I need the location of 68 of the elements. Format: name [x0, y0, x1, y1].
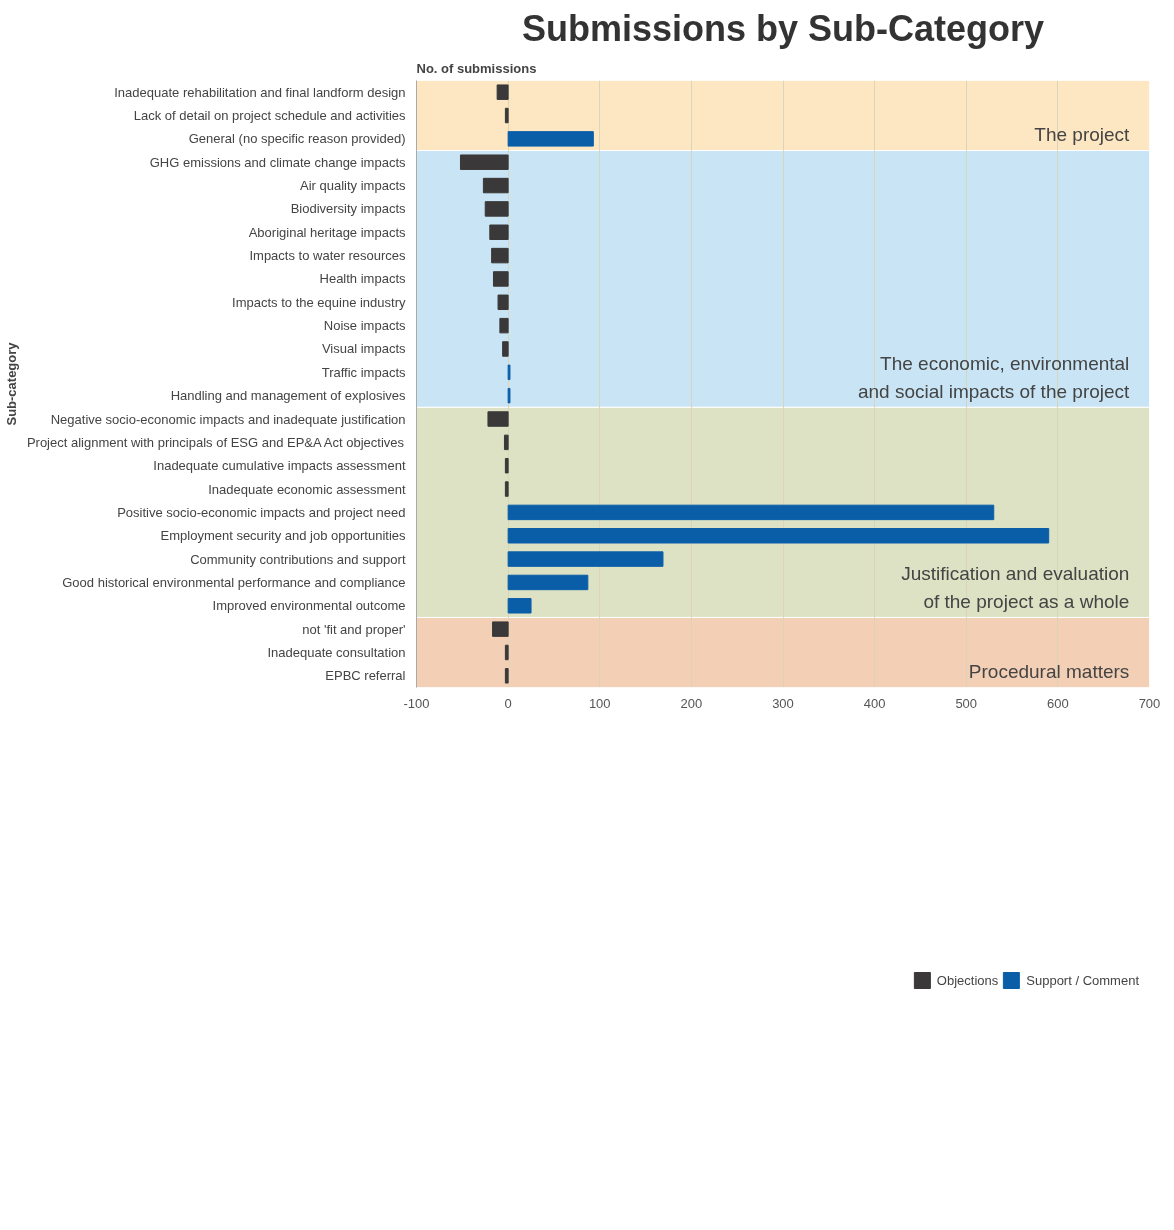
x-tick-label: 100 [588, 695, 611, 711]
bar [504, 481, 509, 497]
x-tick-label: 300 [772, 695, 794, 711]
y-tick-label: Improved environmental outcome [212, 598, 406, 614]
y-tick-label: Aboriginal heritage impacts [248, 224, 406, 240]
y-tick-label: Noise impacts [323, 318, 406, 334]
y-tick-label: Inadequate cumulative impacts assessment [153, 458, 406, 474]
bar [507, 551, 664, 567]
y-tick-label: Impacts to water resources [249, 248, 406, 264]
x-tick-label: 200 [680, 695, 703, 711]
legend-label: Objections [936, 972, 999, 988]
y-tick-label: Handling and management of explosives [170, 388, 406, 404]
bar [489, 224, 509, 240]
x-tick-label: 500 [955, 695, 978, 711]
band-label: Justification and evaluation of the project as a whole [901, 563, 1130, 612]
x-tick-label: 700 [1138, 695, 1161, 711]
y-tick-label: Traffic impacts [321, 364, 406, 380]
x-tick-label: 600 [1047, 695, 1069, 711]
y-tick-label: Lack of detail on project schedule and activities [133, 108, 406, 124]
bar [503, 434, 509, 451]
bar [497, 294, 509, 311]
y-tick-label: Biodiversity impacts [290, 201, 406, 217]
bar [507, 598, 532, 614]
y-tick-label: not 'fit and proper' [302, 621, 406, 637]
band-label: The project [1034, 123, 1131, 145]
bar [482, 177, 509, 194]
bar [507, 528, 1050, 544]
y-tick-label: Negative socio-economic impacts and inadequate justification [50, 411, 406, 427]
y-tick-label: Inadequate consultation [267, 644, 406, 660]
y-tick-label: General (no specific reason provided) [188, 131, 406, 147]
y-tick-label: Impacts to the equine industry [232, 294, 406, 310]
y-tick-label: Inadequate economic assessment [208, 481, 406, 497]
y-tick-label: Positive socio-economic impacts and project need [117, 504, 406, 520]
x-tick-label: 0 [504, 695, 512, 711]
bar [504, 457, 509, 474]
x-axis-title: No. of submissions [416, 60, 537, 76]
bar [496, 84, 509, 100]
bar [492, 621, 509, 637]
y-tick-label: Good historical environmental performance and compliance [62, 574, 406, 590]
bar [507, 504, 995, 521]
y-tick-label: Inadequate rehabilitation and final landform design [114, 84, 406, 100]
bar [492, 271, 509, 287]
y-tick-label: Visual impacts [321, 341, 406, 357]
bar [484, 201, 509, 217]
y-tick-label: Employment security and job opportunities [160, 528, 406, 544]
bar [504, 668, 509, 684]
y-tick-label: GHG emissions and climate change impacts [149, 154, 406, 170]
y-tick-label: Project alignment with principals of ESG and EP&A Act objectives [26, 434, 405, 450]
bar [507, 131, 594, 147]
bar [507, 574, 589, 591]
bar [491, 247, 509, 264]
bar [504, 644, 509, 661]
band-label: Procedural matters [968, 660, 1130, 682]
y-tick-label: Health impacts [319, 271, 406, 287]
y-tick-label: Community contributions and support [190, 551, 406, 567]
legend-label: Support / Comment [1026, 972, 1139, 988]
bar [459, 154, 509, 170]
y-axis-title: Sub-category [3, 341, 19, 426]
y-tick-label: Air quality impacts [300, 178, 406, 194]
y-tick-label: EPBC referral [325, 668, 406, 684]
chart-title: Submissions by Sub-Category [521, 7, 1045, 49]
x-tick-label: -100 [403, 695, 430, 711]
bar [487, 411, 509, 427]
band-label: The economic, environmental and social impacts of the project [857, 353, 1131, 402]
bar [499, 317, 509, 334]
x-tick-label: 400 [863, 695, 886, 711]
bar [504, 107, 509, 124]
bar [502, 341, 509, 357]
